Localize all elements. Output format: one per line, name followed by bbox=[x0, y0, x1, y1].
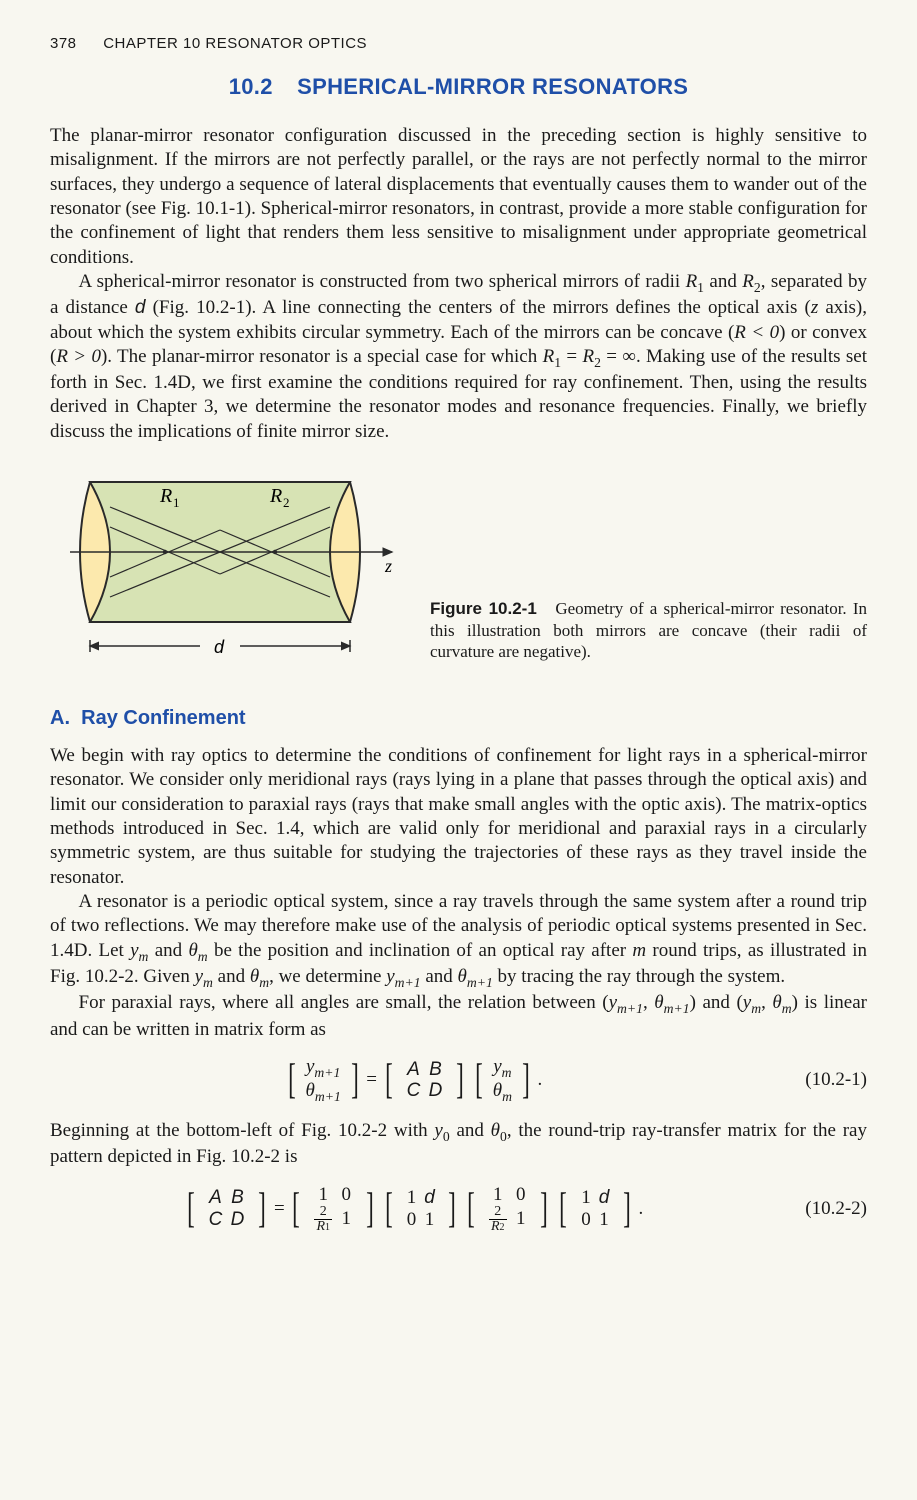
figure-10-2-1: R 1 R 2 z d Figure 10.2-1 Geometry of a … bbox=[50, 472, 867, 667]
paragraph-2: A spherical-mirror resonator is construc… bbox=[50, 270, 867, 444]
figure-label: Figure 10.2-1 bbox=[430, 599, 537, 618]
paragraph-5: For paraxial rays, where all angles are … bbox=[50, 991, 867, 1042]
resonator-diagram-icon: R 1 R 2 z d bbox=[50, 472, 400, 662]
svg-text:d: d bbox=[214, 637, 225, 657]
running-header: 378 CHAPTER 10 RESONATOR OPTICS bbox=[50, 35, 867, 52]
body-text-block-2: We begin with ray optics to determine th… bbox=[50, 744, 867, 1042]
page-number: 378 bbox=[50, 35, 77, 52]
equation-number: (10.2-1) bbox=[777, 1069, 867, 1091]
svg-text:1: 1 bbox=[173, 495, 180, 510]
subsection-title: Ray Confinement bbox=[81, 707, 245, 729]
svg-text:R: R bbox=[269, 485, 282, 507]
equation-body-2: [ AB CD ] = [ 10 2R11 ] [ 1d bbox=[50, 1184, 777, 1235]
equation-number-2: (10.2-2) bbox=[777, 1198, 867, 1220]
subsection-label: A. bbox=[50, 707, 70, 729]
section-title: 10.2 SPHERICAL-MIRROR RESONATORS bbox=[50, 74, 867, 100]
equation-10-2-1: [ ym+1 θm+1 ] = [ AB CD ] [ ym bbox=[50, 1056, 867, 1105]
section-number: 10.2 bbox=[229, 74, 273, 99]
body-text-block-3: Beginning at the bottom-left of Fig. 10.… bbox=[50, 1119, 867, 1170]
paragraph-6: Beginning at the bottom-left of Fig. 10.… bbox=[50, 1119, 867, 1170]
paragraph-1: The planar-mirror resonator configuratio… bbox=[50, 124, 867, 270]
paragraph-3: We begin with ray optics to determine th… bbox=[50, 744, 867, 890]
running-title: CHAPTER 10 RESONATOR OPTICS bbox=[103, 35, 367, 52]
figure-caption: Figure 10.2-1 Geometry of a spherical-mi… bbox=[430, 598, 867, 667]
equation-10-2-2: [ AB CD ] = [ 10 2R11 ] [ 1d bbox=[50, 1184, 867, 1235]
svg-text:2: 2 bbox=[283, 495, 290, 510]
equation-body: [ ym+1 θm+1 ] = [ AB CD ] [ ym bbox=[50, 1056, 777, 1105]
subsection-heading: A. Ray Confinement bbox=[50, 707, 867, 730]
section-name: SPHERICAL-MIRROR RESONATORS bbox=[297, 74, 688, 99]
page: 378 CHAPTER 10 RESONATOR OPTICS 10.2 SPH… bbox=[0, 0, 917, 1500]
svg-text:z: z bbox=[384, 556, 392, 576]
figure-diagram: R 1 R 2 z d bbox=[50, 472, 400, 667]
paragraph-4: A resonator is a periodic optical system… bbox=[50, 890, 867, 991]
svg-text:R: R bbox=[159, 485, 172, 507]
body-text-block-1: The planar-mirror resonator configuratio… bbox=[50, 124, 867, 444]
